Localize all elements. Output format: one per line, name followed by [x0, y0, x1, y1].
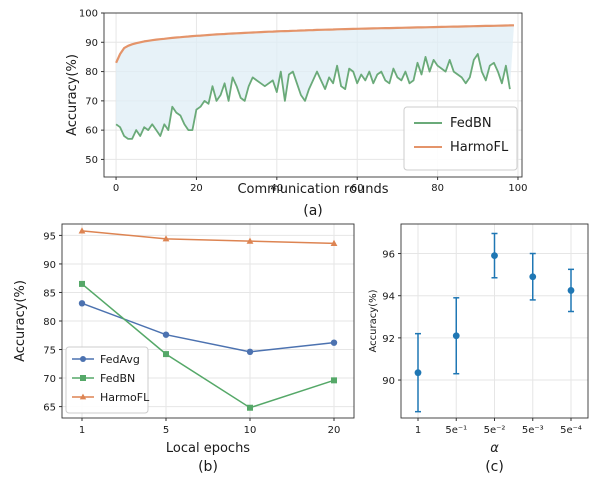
x-tick-label: 1: [79, 425, 85, 436]
legend-marker: [79, 393, 87, 400]
series-line-harmofl: [115, 24, 515, 64]
x-tick-label: 5e⁻⁴: [560, 425, 582, 436]
x-axis-title: Communication rounds: [237, 182, 388, 197]
data-point: [414, 369, 422, 377]
x-tick-label: 40: [270, 183, 283, 194]
x-axis-title: Local epochs: [166, 441, 250, 456]
legend-label-fedbn: FedBN: [450, 116, 492, 131]
x-tick-label: 5e⁻³: [522, 425, 544, 436]
legend-marker: [80, 356, 86, 362]
y-tick-label: 80: [43, 317, 56, 328]
y-tick-label: 70: [85, 96, 98, 107]
x-tick-label: 5e⁻²: [484, 425, 506, 436]
x-axis-title: α: [490, 441, 499, 456]
point-fedbn: [247, 404, 253, 411]
y-tick-label: 96: [382, 250, 395, 261]
panel-c: [398, 223, 589, 421]
x-tick-label: 0: [113, 183, 119, 194]
y-tick-label: 70: [43, 374, 56, 385]
point-fedavg: [162, 331, 170, 338]
x-tick-label: 5e⁻¹: [445, 425, 467, 436]
legend-label-fedavg: FedAvg: [100, 353, 140, 366]
x-tick-label: 80: [431, 183, 444, 194]
point-fedbn: [163, 351, 169, 358]
y-tick-label: 100: [79, 9, 98, 20]
y-axis-title: Accuracy(%): [65, 54, 80, 136]
x-tick-label: 1: [415, 425, 421, 436]
data-point: [567, 287, 575, 294]
shaded-gap-area: [116, 25, 514, 139]
panel-a: [101, 12, 523, 180]
y-tick-label: 90: [85, 38, 98, 49]
series-line-fedbn: [81, 283, 335, 409]
point-harmofl: [162, 235, 170, 242]
y-tick-label: 95: [43, 231, 56, 242]
legend-label-fedbn: FedBN: [100, 372, 135, 385]
y-tick-label: 90: [43, 260, 56, 271]
legend-marker: [80, 375, 86, 381]
x-tick-label: 60: [351, 183, 364, 194]
y-tick-label: 92: [382, 334, 395, 345]
y-axis-title: Accuracy(%): [13, 280, 28, 362]
legend-label-harmofl: HarmoFL: [450, 140, 509, 155]
point-fedbn: [331, 377, 337, 384]
x-tick-label: 20: [190, 183, 203, 194]
point-fedbn: [79, 280, 85, 287]
data-point: [452, 332, 460, 340]
y-axis-title: Accuracy(%): [368, 289, 379, 352]
y-tick-label: 85: [43, 288, 56, 299]
point-fedavg: [330, 339, 338, 346]
point-harmofl: [78, 227, 86, 234]
series-line-fedavg: [81, 302, 335, 353]
legend-label-harmofl: HarmoFL: [100, 391, 150, 404]
data-point: [529, 273, 537, 281]
y-tick-label: 75: [43, 346, 56, 357]
panel-caption: (c): [485, 459, 504, 475]
series-line-fedbn: [115, 53, 511, 140]
point-fedavg: [78, 300, 86, 307]
panel-caption: (a): [303, 203, 323, 219]
y-tick-label: 94: [382, 292, 395, 303]
x-tick-label: 20: [328, 425, 341, 436]
y-tick-label: 50: [85, 155, 98, 166]
y-tick-label: 65: [43, 403, 56, 414]
x-tick-label: 100: [508, 183, 527, 194]
y-tick-label: 80: [85, 67, 98, 78]
point-harmofl: [246, 237, 254, 244]
y-tick-label: 90: [382, 376, 395, 387]
plot-frame: [103, 12, 523, 178]
x-tick-label: 10: [244, 425, 257, 436]
panel-b: [59, 223, 355, 421]
point-fedavg: [246, 348, 254, 356]
series-line-harmofl: [81, 230, 335, 245]
y-tick-label: 60: [85, 126, 98, 137]
point-harmofl: [330, 239, 338, 246]
panel-caption: (b): [198, 459, 218, 475]
x-tick-label: 5: [163, 425, 169, 436]
data-point: [491, 252, 498, 260]
